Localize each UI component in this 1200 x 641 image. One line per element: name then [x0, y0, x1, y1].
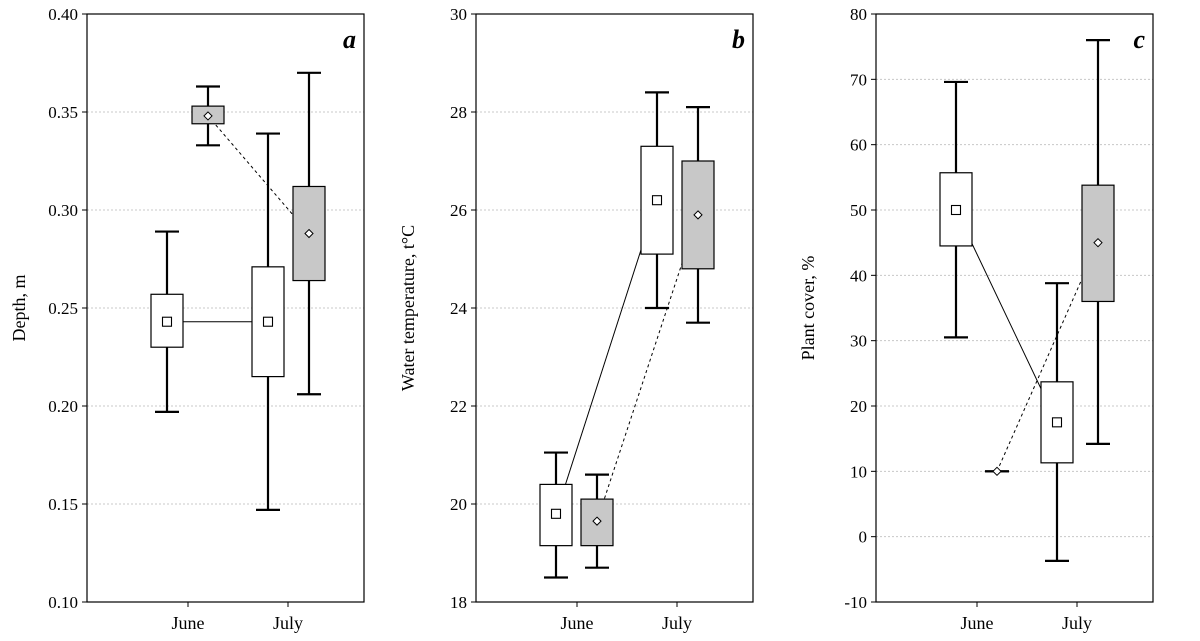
median-marker-square: [1051, 417, 1063, 428]
y-tick-label: 0: [859, 528, 868, 547]
box-june-series-1: [150, 230, 184, 413]
panel-label: c: [1133, 25, 1145, 54]
y-axis-label: Depth, m: [9, 275, 29, 342]
y-tick-label: 26: [450, 201, 467, 220]
y-tick-label: 50: [850, 201, 867, 220]
y-tick-label: -10: [844, 593, 867, 612]
box-july-series-1: [1040, 282, 1074, 562]
panel-label: a: [343, 25, 356, 54]
median-marker-square: [950, 204, 962, 216]
y-tick-label: 0.40: [48, 5, 78, 24]
x-category-label: June: [172, 613, 205, 633]
y-tick-label: 22: [450, 397, 467, 416]
box-june-series-2: [191, 85, 225, 147]
median-marker-diamond: [1093, 237, 1103, 248]
box-july-series-2: [681, 105, 715, 324]
box-july-series-1: [640, 91, 674, 310]
box-june-series-1: [939, 80, 973, 339]
plot-frame: [875, 13, 1154, 603]
chart-panel-a: 0.10 0.15 0.20 0.25 0.30 0.35 0.40 June July Dept…: [9, 5, 365, 633]
y-tick-label: 30: [850, 332, 867, 351]
median-marker-square: [161, 316, 173, 327]
y-tick-label: 0.25: [48, 299, 78, 318]
y-tick-label: 0.30: [48, 201, 78, 220]
y-tick-label: 30: [450, 5, 467, 24]
y-tick-label: 18: [450, 593, 467, 612]
iqr-box: [681, 160, 715, 270]
median-marker-diamond: [992, 466, 1002, 477]
median-marker-diamond: [693, 210, 703, 220]
y-tick-label: 24: [450, 299, 468, 318]
median-connector-line: [207, 115, 310, 234]
y-tick-label: 20: [450, 495, 467, 514]
median-connector-line: [555, 200, 658, 514]
y-tick-label: 0.35: [48, 103, 78, 122]
y-tick-label: 40: [850, 266, 867, 285]
y-tick-label: 10: [850, 462, 867, 481]
y-tick-label: 70: [850, 70, 867, 89]
median-marker-diamond: [203, 111, 213, 121]
chart-panel-b: 18 20 22 24 26 28 30 June July Water temperature,…: [398, 5, 754, 633]
box-june-series-2: [580, 473, 614, 569]
x-category-label: June: [561, 613, 594, 633]
x-category-label: July: [273, 613, 303, 633]
y-tick-label: 0.20: [48, 397, 78, 416]
box-july-series-2: [1081, 39, 1115, 445]
median-connector-line: [955, 209, 1058, 423]
y-axis-label: Water temperature, t°C: [398, 225, 418, 391]
y-tick-label: 28: [450, 103, 467, 122]
x-category-label: July: [662, 613, 692, 633]
y-axis-label: Plant cover, %: [798, 256, 818, 361]
box-june-series-2: [985, 466, 1009, 477]
x-category-label: June: [961, 613, 994, 633]
y-tick-label: 20: [850, 397, 867, 416]
median-marker-square: [550, 508, 562, 519]
median-marker-square: [262, 316, 274, 327]
box-june-series-1: [539, 451, 573, 579]
y-tick-label: 0.15: [48, 495, 78, 514]
y-tick-label: 60: [850, 136, 867, 155]
median-marker-diamond: [592, 516, 602, 526]
median-marker-square: [651, 195, 663, 206]
panel-label: b: [732, 25, 745, 54]
y-tick-label: 80: [850, 5, 867, 24]
box-july-series-2: [292, 71, 326, 396]
box-july-series-1: [251, 132, 285, 511]
y-tick-label: 0.10: [48, 593, 78, 612]
chart-panel-c: -10 0 10 20 30 40 50 60 70 80 June July Plant cover,…: [798, 5, 1154, 633]
median-marker-diamond: [304, 228, 314, 239]
x-category-label: July: [1062, 613, 1092, 633]
